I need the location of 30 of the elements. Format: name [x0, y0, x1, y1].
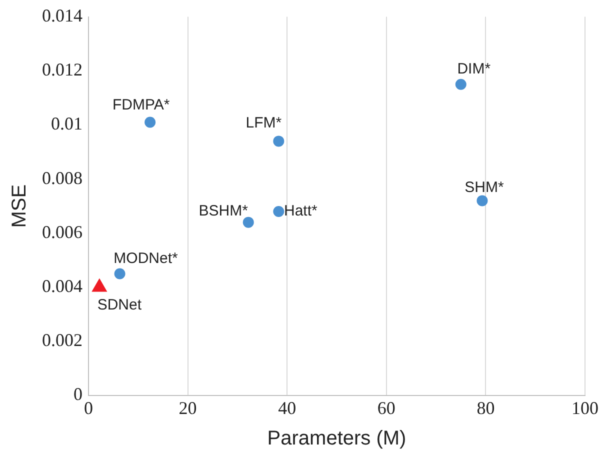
- point: [476, 195, 488, 206]
- y-tick-label: 0.006: [42, 222, 82, 242]
- point: [273, 206, 284, 218]
- annotation: DIM*: [457, 60, 491, 78]
- y-tick-label: 0.004: [42, 276, 82, 296]
- x-tick-label: 80: [476, 398, 495, 418]
- annotation: Hatt*: [284, 202, 318, 220]
- point: [242, 216, 254, 228]
- annotation: SHM*: [464, 178, 504, 196]
- annotation: BSHM*: [198, 202, 248, 220]
- point: [144, 116, 156, 128]
- x-tick-label: 60: [377, 398, 396, 418]
- x-tick-label: 100: [572, 398, 598, 418]
- point: [273, 136, 284, 147]
- y-tick-label: 0.014: [42, 6, 82, 26]
- x-tick-label: 20: [178, 398, 197, 418]
- point: [455, 78, 466, 90]
- annotation: FDMPA*: [112, 96, 170, 114]
- x-tick-label: 40: [278, 398, 296, 418]
- y-tick-label: 0: [74, 384, 82, 404]
- annotation: LFM*: [246, 114, 282, 132]
- x-axis-title: Parameters (M): [267, 428, 406, 450]
- y-axis-title: MSE: [8, 184, 31, 228]
- annotation: SDNet: [97, 296, 142, 314]
- y-tick-label: 0.008: [42, 168, 82, 188]
- annotation: MODNet*: [114, 250, 178, 267]
- y-tick-label: 0.012: [42, 60, 82, 80]
- y-tick-label: 0.01: [51, 114, 82, 134]
- point: [114, 268, 126, 280]
- y-tick-label: 0.002: [42, 330, 82, 350]
